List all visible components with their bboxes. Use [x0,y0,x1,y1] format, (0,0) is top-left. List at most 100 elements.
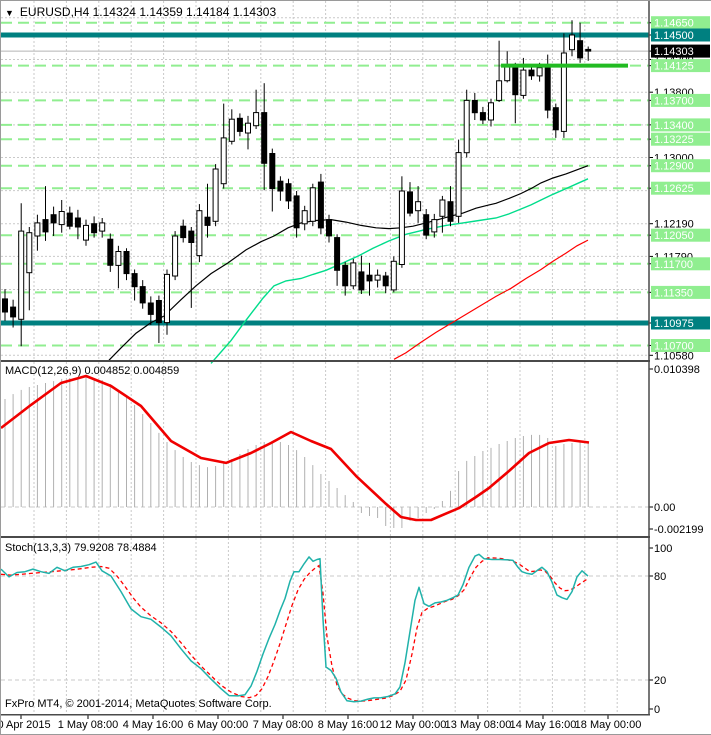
ma-green-line [210,178,589,364]
macd-signal-line [1,374,590,522]
main-panel [1,1,649,714]
candle-bullish [164,273,170,324]
candle-bearish [155,300,162,324]
candle-bearish [382,275,389,287]
candle-bearish [261,112,268,164]
candle-bullish [455,152,462,217]
sr-price-label: 1.13400 [654,120,694,132]
candle-bearish [471,99,478,114]
candle-bullish [99,222,106,232]
stoch-k-line [1,553,589,703]
copyright-text: FxPro MT4, © 2001-2014, MetaQuotes Softw… [5,698,272,710]
sr-price-label-box [651,93,710,107]
teal-price-label: 1.10975 [654,318,694,330]
time-label: 6 May 00:00 [188,719,249,731]
candle-bearish [2,298,8,313]
candle-bullish [245,122,251,134]
panel-separator [1,714,650,716]
candle-bullish [463,99,470,154]
macd-axis-label: -0.002199 [654,524,704,536]
candle-bullish [115,251,122,266]
candle-bullish [58,211,65,226]
candle-bearish [91,223,98,234]
sr-price-label: 1.12900 [654,161,694,173]
candle-bearish [147,302,154,315]
candle-bullish [18,230,25,320]
sr-price-label-box [651,118,710,132]
candle-bullish [212,168,219,222]
chart-title: ▼ EURUSD,H4 1.14324 1.14359 1.14184 1.143… [5,5,276,19]
candle-bearish [131,273,138,288]
teal-price-label: 1.14500 [654,30,694,42]
sr-price-label-box [651,285,710,299]
candle-bullish [431,219,438,233]
candle-bullish [196,210,203,257]
panel-separator [1,360,650,362]
candle-bearish [423,214,430,236]
candle-bullish [83,224,89,241]
chart-title-text: EURUSD,H4 1.14324 1.14359 1.14184 1.1430… [19,5,277,19]
current-price-label: 1.14303 [654,46,694,58]
candle-bullish [309,187,316,222]
sr-price-label-box [651,159,710,173]
candle-bearish [544,65,551,111]
candle-bullish [172,235,179,277]
candle-bearish [577,40,584,59]
candle-bullish [26,232,33,274]
candle-bullish [488,102,494,121]
macd-axis-label: 0.00 [654,502,675,514]
candle-bearish [326,219,332,237]
candle-bearish [66,212,73,227]
candle-bullish [439,199,446,217]
candle-bearish [74,217,81,228]
time-label: 18 May 00:00 [575,719,642,731]
time-label: 12 May 00:00 [380,719,447,731]
candle-bearish [204,216,211,226]
candle-bullish [390,260,397,291]
candle-bearish [139,286,146,304]
candle-bullish [520,69,527,96]
stoch-axis-label: 0 [654,704,660,716]
stoch-axis-label: 80 [654,571,666,583]
candle-bearish [180,225,187,239]
macd-indicator-label: MACD(12,26,9) 0.004852 0.004859 [5,365,180,377]
candle-bearish [188,230,195,244]
sr-price-label: 1.12050 [654,230,694,242]
time-label: 4 May 16:00 [123,719,184,731]
stoch-axis-label: 20 [654,675,666,687]
macd-axis-label: 0.010398 [654,364,700,376]
candle-bearish [366,274,373,282]
sr-price-label: 1.14650 [654,18,694,30]
candle-bullish [415,201,422,212]
candle-bearish [277,180,284,192]
sr-price-label-box [651,339,710,352]
candle-bearish [447,201,454,222]
candle-bullish [569,34,575,51]
candle-bullish [253,112,260,127]
sr-price-label: 1.11700 [654,259,693,271]
sr-price-label-box [651,257,710,271]
candle-bullish [398,190,405,265]
symbol-dropdown-icon: ▼ [5,8,14,18]
candle-bullish [301,210,308,225]
candle-bullish [228,118,235,142]
candle-bearish [512,67,519,96]
candle-bearish [107,238,114,266]
teal-price-label-box [651,28,710,42]
candle-bearish [585,48,592,52]
time-label: 1 May 08:00 [58,719,119,731]
candle-bullish [496,80,503,101]
candle-bearish [285,183,292,202]
ma-red-line [393,239,589,360]
candle-bearish [407,191,413,214]
teal-price-label-box [651,316,710,330]
macd-panel [1,374,649,528]
candle-bearish [552,107,559,131]
sr-price-label: 1.13225 [654,134,694,146]
time-label: 30 Apr 2015 [1,719,51,731]
stoch-panel [1,553,649,703]
candle-bullish [374,274,381,281]
current-price-label-box [651,44,710,58]
